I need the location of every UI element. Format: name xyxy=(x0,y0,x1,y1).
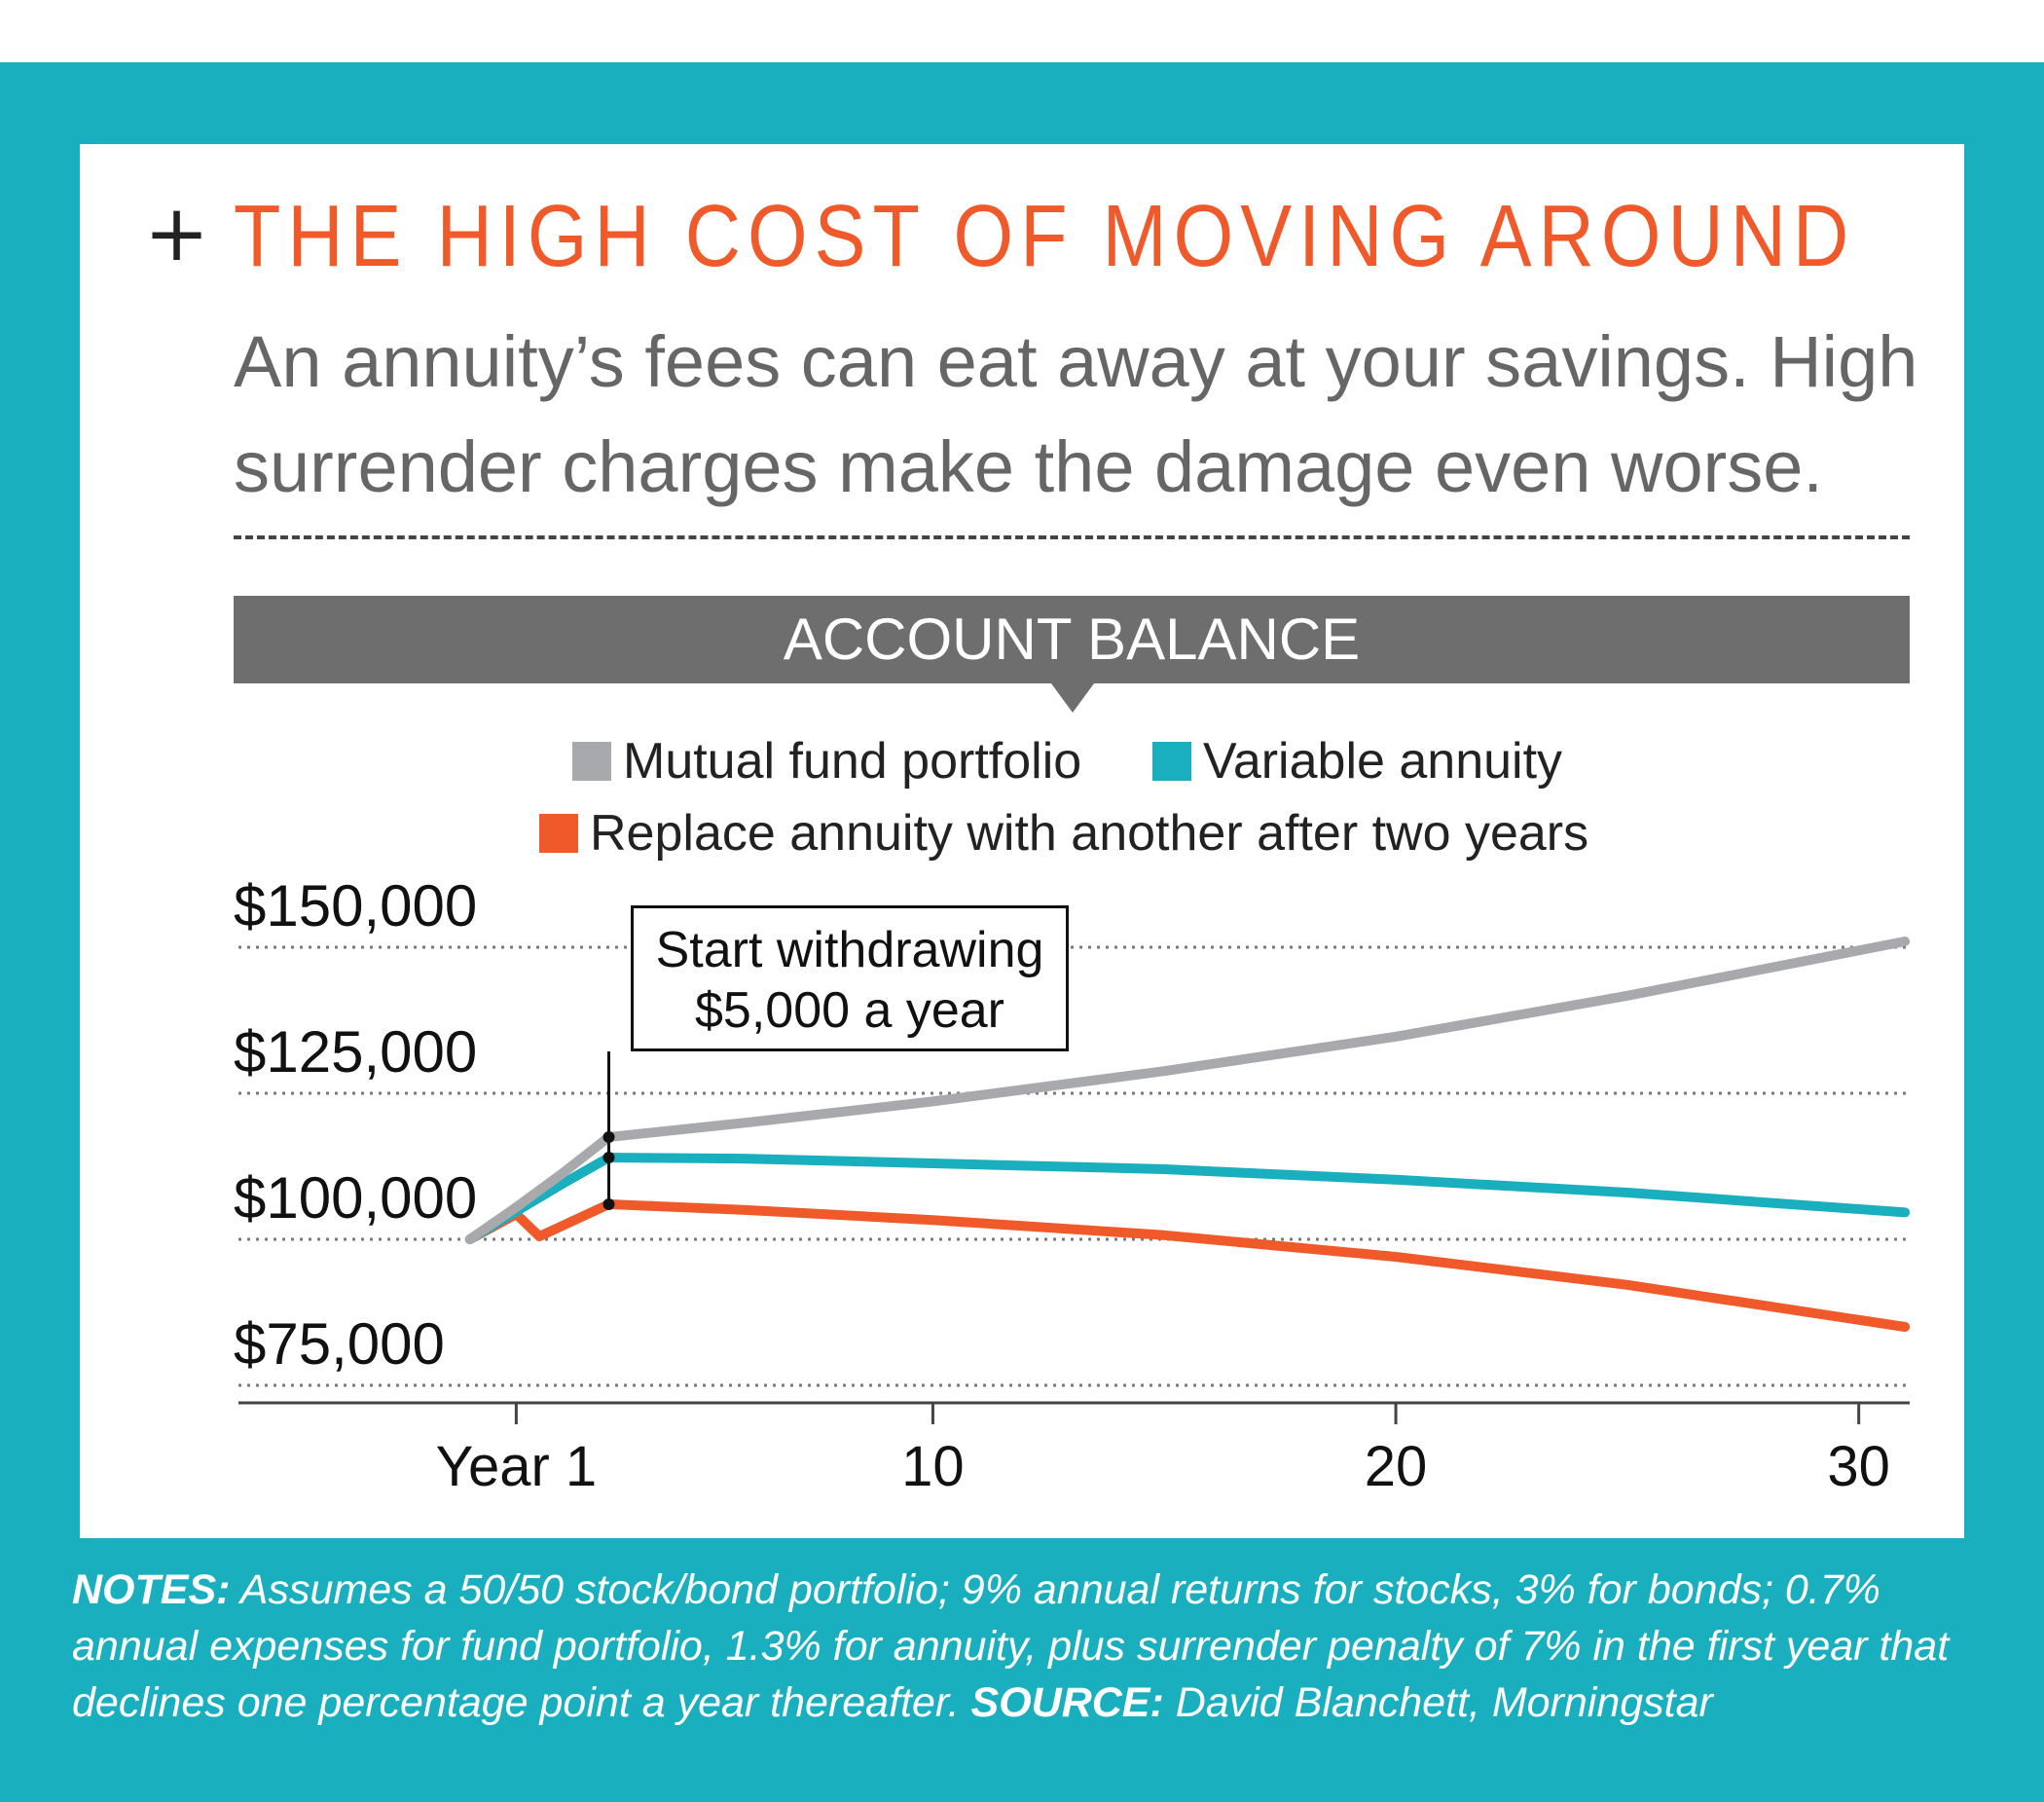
annotation-line-1: Start withdrawing xyxy=(655,922,1044,978)
annotation-markers xyxy=(602,1051,615,1210)
series-lines xyxy=(464,937,1911,1332)
legend-item-variable-annuity: Variable annuity xyxy=(1152,732,1562,791)
x-tick-label: 10 xyxy=(901,1435,965,1498)
plus-icon: + xyxy=(144,188,210,278)
page-subtitle: An annuity’s fees can eat away at your s… xyxy=(234,321,1918,507)
footnotes: NOTES: Assumes a 50/50 stock/bond portfo… xyxy=(72,1562,2009,1731)
legend-item-replace-annuity: Replace annuity with another after two y… xyxy=(539,804,1588,863)
y-tick-label: $125,000 xyxy=(234,1019,477,1085)
notes-text: Assumes a 50/50 stock/bond portfolio; 9%… xyxy=(72,1566,1950,1726)
notes-label: NOTES: xyxy=(72,1566,231,1613)
source-text: David Blanchett, Morningstar xyxy=(1163,1679,1713,1726)
annotation-line-2: $5,000 a year xyxy=(694,982,1005,1039)
legend-swatch-replace-annuity xyxy=(539,814,578,853)
x-tick-label: Year 1 xyxy=(436,1435,598,1498)
series-line-mutual-fund xyxy=(464,937,1911,1244)
series-line-variable-annuity xyxy=(464,1153,1911,1244)
y-tick-label: $150,000 xyxy=(234,873,477,938)
legend-label: Variable annuity xyxy=(1203,733,1563,790)
y-tick-label: $100,000 xyxy=(234,1165,477,1231)
annotation-dot xyxy=(602,1152,615,1163)
content-panel xyxy=(80,144,1964,1538)
page-title: THE HIGH COST OF MOVING AROUND xyxy=(234,188,1856,285)
x-axis: Year 1 10 20 30 xyxy=(238,1401,1910,1498)
y-axis-ticks: $75,000 $100,000 $125,000 $150,000 xyxy=(234,873,477,1377)
withdrawal-annotation: Start withdrawing $5,000 a year xyxy=(631,905,1069,1051)
x-tick-label: 20 xyxy=(1365,1435,1428,1498)
annotation-dot xyxy=(602,1198,615,1210)
legend-swatch-variable-annuity xyxy=(1152,742,1191,781)
source-label: SOURCE: xyxy=(970,1679,1164,1726)
series-line-replace-annuity xyxy=(464,1199,1911,1332)
chart-title: ACCOUNT BALANCE xyxy=(234,596,1910,683)
x-tick-label: 30 xyxy=(1827,1435,1890,1498)
legend-swatch-mutual-fund xyxy=(572,742,611,781)
legend-label: Mutual fund portfolio xyxy=(623,733,1082,790)
chart-title-pointer xyxy=(1051,683,1094,713)
annotation-dot xyxy=(602,1131,615,1143)
legend-label: Replace annuity with another after two y… xyxy=(590,805,1589,862)
dashed-divider xyxy=(234,535,1910,539)
y-tick-label: $75,000 xyxy=(234,1311,445,1377)
legend-item-mutual-fund: Mutual fund portfolio xyxy=(572,732,1081,791)
